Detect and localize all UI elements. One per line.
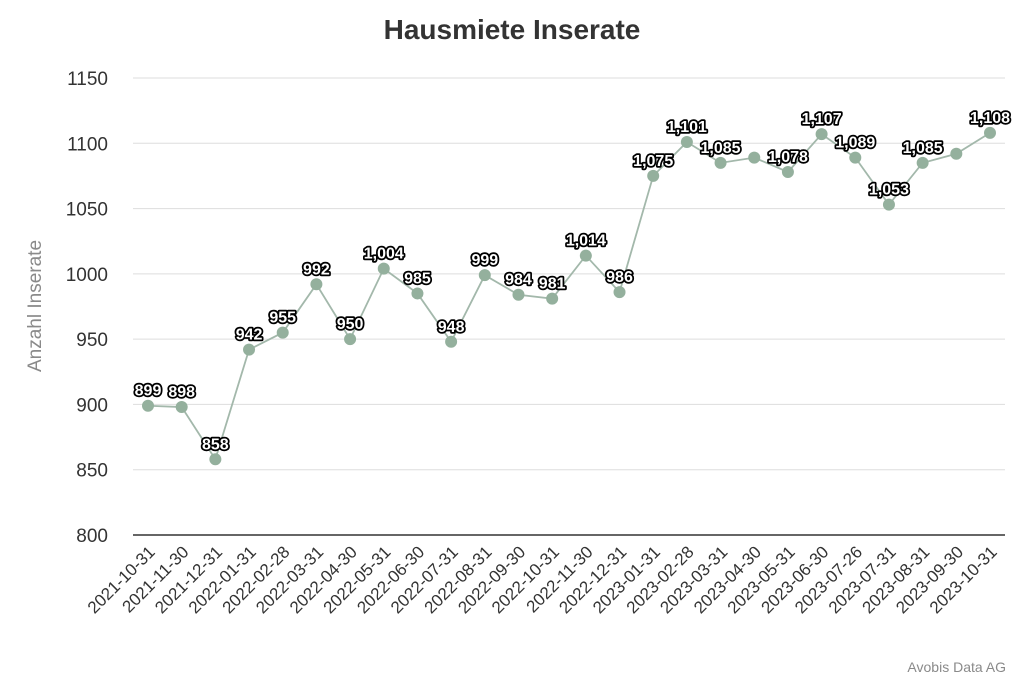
y-tick-label: 800	[76, 526, 108, 547]
data-label: 899	[135, 383, 162, 400]
data-label: 955	[269, 310, 296, 327]
gridlines	[133, 77, 1005, 536]
data-point	[276, 326, 289, 339]
series-line	[147, 132, 991, 462]
data-point	[815, 128, 828, 141]
data-point	[647, 169, 660, 182]
y-tick-label: 1050	[66, 200, 108, 221]
data-point	[209, 453, 222, 466]
data-point	[950, 147, 963, 160]
data-point	[478, 269, 491, 282]
data-point	[748, 151, 761, 164]
data-label: 986	[606, 269, 633, 286]
data-point	[142, 399, 154, 412]
y-tick-label: 1000	[66, 265, 108, 286]
y-tick-label: 850	[76, 461, 108, 482]
data-point	[411, 287, 424, 300]
data-label: 898	[168, 384, 195, 401]
data-point	[512, 288, 525, 301]
data-label: 1,089	[835, 135, 875, 152]
y-tick-label: 900	[76, 395, 108, 416]
data-label: 1,108	[970, 110, 1010, 127]
data-point	[546, 292, 559, 305]
y-tick-label: 1150	[67, 69, 108, 90]
data-label: 948	[438, 319, 465, 336]
data-label: 1,107	[802, 111, 842, 128]
data-label: 985	[404, 270, 431, 287]
data-point	[344, 333, 357, 346]
data-label: 1,085	[903, 140, 943, 157]
data-label: 1,085	[701, 140, 741, 157]
data-label: 1,004	[364, 246, 404, 263]
data-label: 984	[505, 272, 532, 289]
y-tick-label: 1100	[67, 134, 108, 155]
data-point	[175, 401, 188, 414]
data-label: 1,075	[633, 153, 673, 170]
data-point	[377, 262, 390, 275]
data-label: 942	[236, 327, 263, 344]
data-point	[445, 335, 458, 348]
data-point	[984, 126, 996, 139]
y-axis-ticks: 800 850 900 950 1000 1050 1100 1150	[66, 69, 108, 547]
data-point	[243, 343, 256, 356]
chart-title: Hausmiete Inserate	[383, 14, 641, 45]
y-tick-label: 950	[76, 330, 108, 351]
data-point	[310, 278, 323, 291]
series-line-path	[147, 132, 991, 462]
data-label: 992	[303, 261, 330, 278]
credit-text: Avobis Data AG	[907, 659, 1006, 675]
data-point	[714, 156, 727, 169]
data-label: 950	[337, 316, 364, 333]
data-label: 1,053	[869, 182, 909, 199]
x-axis-ticks: 2021-10-312021-11-302021-12-312022-01-31…	[84, 542, 1001, 617]
data-points	[142, 126, 996, 466]
data-point	[579, 249, 592, 262]
data-point	[613, 286, 626, 299]
y-axis-label: Anzahl Inserate	[25, 240, 46, 372]
data-point	[916, 156, 929, 169]
data-label: 999	[471, 252, 498, 269]
data-label: 858	[202, 436, 229, 453]
data-label: 1,078	[768, 149, 808, 166]
data-point	[882, 198, 895, 211]
data-label: 1,101	[667, 119, 707, 136]
data-label: 1,014	[566, 233, 606, 250]
data-point	[849, 151, 862, 164]
data-label: 981	[539, 276, 566, 293]
data-point	[781, 166, 794, 179]
data-point	[680, 135, 693, 148]
